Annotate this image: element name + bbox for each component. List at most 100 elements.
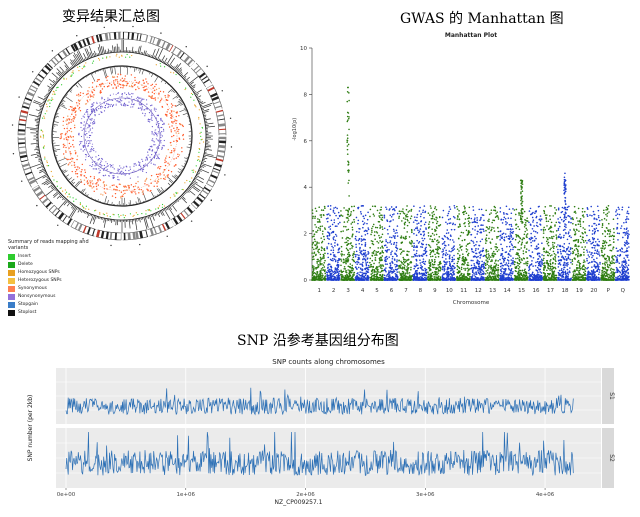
synonymous-dot xyxy=(162,91,165,93)
nonsynonymous-dot xyxy=(110,103,112,106)
snp-point xyxy=(446,261,448,263)
ideogram-band xyxy=(217,149,225,153)
snp-point xyxy=(326,237,329,239)
snp-point xyxy=(386,228,389,231)
synonymous-dot xyxy=(107,75,109,78)
legend-item: Synonymous xyxy=(8,285,98,293)
variant-dot xyxy=(75,198,77,200)
snp-point xyxy=(422,273,425,275)
snp-point xyxy=(422,274,424,277)
synonymous-dot xyxy=(163,169,166,171)
ideogram-band xyxy=(62,215,68,222)
nonsynonymous-dot xyxy=(92,122,94,124)
snp-point xyxy=(354,253,357,256)
coverage-bar xyxy=(205,147,209,149)
synonymous-dot xyxy=(156,180,159,182)
snp-peak-point xyxy=(346,120,349,123)
nonsynonymous-dot xyxy=(99,169,101,172)
variant-dot xyxy=(54,93,56,95)
snp-point xyxy=(384,279,387,281)
ideogram-band xyxy=(70,220,75,227)
snp-point xyxy=(320,209,323,211)
snp-point xyxy=(381,240,384,243)
snp-point xyxy=(392,235,395,237)
nonsynonymous-dot xyxy=(127,92,130,94)
nonsynonymous-dot xyxy=(146,103,148,105)
snp-point xyxy=(415,276,418,279)
ideogram-band xyxy=(164,222,171,230)
nonsynonymous-dot xyxy=(157,154,159,156)
snp-point xyxy=(381,278,384,281)
snp-point xyxy=(351,278,354,281)
depth-bar xyxy=(65,174,69,178)
nonsynonymous-dot xyxy=(141,158,143,160)
nonsynonymous-dot xyxy=(161,135,164,137)
nonsynonymous-dot xyxy=(101,165,103,167)
manhattan-title: Manhattan Plot xyxy=(445,32,497,39)
synonymous-dot xyxy=(73,116,75,118)
snp-point xyxy=(450,273,453,276)
snp-point xyxy=(388,278,390,281)
synonymous-dot xyxy=(108,82,111,85)
nonsynonymous-dot xyxy=(121,104,123,106)
snp-point xyxy=(378,237,381,239)
snp-point xyxy=(336,267,339,270)
variant-dot xyxy=(129,213,132,215)
synonymous-dot xyxy=(76,172,79,175)
snp-point xyxy=(362,223,365,226)
snp-point xyxy=(443,277,445,279)
snp-point xyxy=(318,242,320,244)
nonsynonymous-dot xyxy=(140,97,142,99)
ideogram-band xyxy=(18,142,26,145)
snp-point xyxy=(458,267,461,270)
nonsynonymous-dot xyxy=(153,157,156,159)
nonsynonymous-dot xyxy=(85,154,88,156)
nonsynonymous-dot xyxy=(132,106,134,108)
snp-point xyxy=(385,208,388,210)
synonymous-dot xyxy=(89,184,92,186)
synonymous-dot xyxy=(145,178,147,181)
snp-point xyxy=(428,267,431,269)
coverage-bar xyxy=(163,208,171,220)
snp-point xyxy=(457,260,459,263)
coverage-bar xyxy=(128,219,131,229)
coverage-bar xyxy=(59,195,63,199)
snp-point xyxy=(416,264,419,267)
snp-point xyxy=(372,213,375,216)
snp-point xyxy=(428,261,430,263)
ideogram-band xyxy=(201,75,208,81)
snp-point xyxy=(366,222,368,225)
snp-point xyxy=(364,277,367,279)
chromosome-label-mark xyxy=(185,46,187,48)
nonsynonymous-dot xyxy=(150,109,152,111)
nonsynonymous-dot xyxy=(128,101,130,103)
synonymous-dot xyxy=(98,83,101,86)
coverage-bar xyxy=(45,187,57,196)
variant-dot xyxy=(102,213,104,215)
depth-bar xyxy=(180,171,183,173)
coverage-bar xyxy=(36,117,40,119)
snp-point xyxy=(416,223,418,225)
synonymous-dot xyxy=(86,181,88,183)
snp-point xyxy=(342,230,344,232)
synonymous-dot xyxy=(167,123,170,125)
coverage-bar xyxy=(70,59,76,67)
snp-point xyxy=(372,274,374,277)
nonsynonymous-dot xyxy=(108,98,110,100)
nonsynonymous-dot xyxy=(93,148,95,150)
depth-bar xyxy=(169,84,171,86)
snp-point xyxy=(415,258,418,261)
synonymous-dot xyxy=(171,135,173,138)
synonymous-dot xyxy=(93,177,96,180)
nonsynonymous-dot xyxy=(140,169,142,171)
legend-item: Heterozygous SNPs xyxy=(8,277,98,285)
ideogram-band xyxy=(48,204,55,211)
variant-dot xyxy=(64,189,66,191)
snp-point xyxy=(352,233,354,236)
synonymous-dot xyxy=(147,189,149,191)
snp-point xyxy=(410,210,412,212)
snp-point xyxy=(379,226,382,228)
snp-point xyxy=(371,205,374,208)
variant-dot xyxy=(190,92,193,95)
snp-point xyxy=(358,273,360,276)
